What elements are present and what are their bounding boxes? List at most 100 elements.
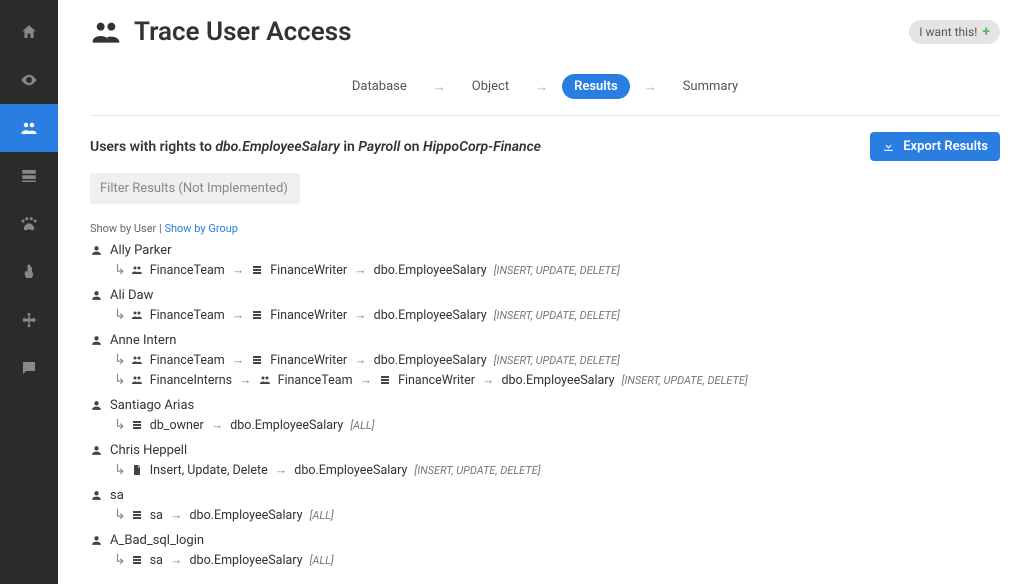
user-name: Anne Intern xyxy=(110,333,176,348)
path-curve-icon: ↳ xyxy=(114,307,126,323)
path-step: db_owner xyxy=(150,418,204,433)
access-path: ↳FinanceInterns→FinanceTeam→FinanceWrite… xyxy=(90,372,1000,388)
access-path: ↳ FinanceTeam → FinanceWriter → dbo.EmployeeS… xyxy=(90,262,1000,278)
path-step: FinanceTeam xyxy=(150,308,225,323)
arrow-icon: → xyxy=(535,79,548,95)
permission-list: [ALL] xyxy=(310,554,334,567)
path-curve-icon: ↳ xyxy=(114,372,126,388)
user-block: Santiago Arias↳db_owner→dbo.EmployeeSala… xyxy=(90,398,1000,433)
user-name: Santiago Arias xyxy=(110,398,194,413)
path-curve-icon: ↳ xyxy=(114,352,126,368)
export-results-button[interactable]: Export Results xyxy=(870,132,1000,161)
path-step: sa xyxy=(150,508,163,523)
access-path: ↳sa→dbo.EmployeeSalary [ALL] xyxy=(90,507,1000,523)
user-row: Santiago Arias xyxy=(90,398,1000,413)
access-path: ↳FinanceTeam→FinanceWriter→dbo.EmployeeS… xyxy=(90,307,1000,323)
path-step: dbo.EmployeeSalary xyxy=(501,373,614,388)
path-step: FinanceTeam xyxy=(150,263,225,278)
user-name: Ally Parker xyxy=(110,243,172,258)
nav-home[interactable] xyxy=(0,8,58,56)
subheader-prefix: Users with rights to xyxy=(90,139,215,155)
path-curve-icon: ↳ xyxy=(114,552,126,568)
user-name: Ali Daw xyxy=(110,288,153,303)
permission-list: [INSERT, UPDATE, DELETE] xyxy=(414,464,540,477)
path-step: FinanceInterns xyxy=(150,373,232,388)
path-step: FinanceWriter xyxy=(270,263,347,278)
nav-paw[interactable] xyxy=(0,200,58,248)
access-path: ↳FinanceTeam→FinanceWriter→dbo.EmployeeS… xyxy=(90,352,1000,368)
plus-icon: + xyxy=(982,24,990,40)
wizard-steps: Database→Object→Results→Summary xyxy=(90,62,1000,116)
permission-list: [INSERT, UPDATE, DELETE] xyxy=(494,354,620,367)
page-title-wrap: Trace User Access xyxy=(90,16,351,48)
comment-icon xyxy=(20,359,38,377)
subheader-mid2: on xyxy=(400,139,423,155)
arrow-icon: → xyxy=(170,553,183,568)
nav-users[interactable] xyxy=(0,104,58,152)
arrow-icon: → xyxy=(170,508,183,523)
sidebar xyxy=(0,0,58,584)
path-step: dbo.EmployeeSalary xyxy=(374,353,487,368)
access-path: ↳sa→dbo.EmployeeSalary [ALL] xyxy=(90,552,1000,568)
user-name: sa xyxy=(110,488,124,503)
arrow-icon: → xyxy=(360,373,373,388)
path-step: FinanceWriter xyxy=(270,353,347,368)
move-icon xyxy=(20,311,38,329)
arrow-icon: → xyxy=(211,418,224,433)
download-icon xyxy=(882,140,895,153)
path-curve-icon: ↳ xyxy=(114,462,126,478)
permission-list: [INSERT, UPDATE, DELETE] xyxy=(494,309,620,322)
showby-toggle: Show by User | Show by Group xyxy=(90,222,1000,235)
arrow-icon: → xyxy=(482,373,495,388)
path-curve-icon: ↳ xyxy=(114,507,126,523)
arrow-icon: → xyxy=(354,353,367,368)
subheader-server: HippoCorp-Finance xyxy=(423,139,541,155)
export-label: Export Results xyxy=(903,139,988,154)
user-name: Chris Heppell xyxy=(110,443,187,458)
eye-icon xyxy=(20,71,38,89)
subheader-db: Payroll xyxy=(358,139,400,155)
arrow-icon: → xyxy=(232,263,245,278)
arrow-icon: → xyxy=(239,373,252,388)
showby-user[interactable]: Show by User xyxy=(90,222,156,235)
nav-comment[interactable] xyxy=(0,344,58,392)
path-step: Insert, Update, Delete xyxy=(150,463,268,478)
nav-eye[interactable] xyxy=(0,56,58,104)
nav-pointer[interactable] xyxy=(0,248,58,296)
path-curve-icon: ↳ xyxy=(114,262,126,278)
path-step: dbo.EmployeeSalary xyxy=(374,263,487,278)
wizard-step-summary[interactable]: Summary xyxy=(671,74,750,99)
results-subheader: Users with rights to dbo.EmployeeSalary … xyxy=(90,139,541,155)
path-step: dbo.EmployeeSalary xyxy=(190,553,303,568)
user-row: Anne Intern xyxy=(90,333,1000,348)
path-step: dbo.EmployeeSalary xyxy=(294,463,407,478)
arrow-icon: → xyxy=(354,308,367,323)
arrow-icon: → xyxy=(644,79,657,95)
page-title: Trace User Access xyxy=(134,17,351,47)
path-step: FinanceTeam xyxy=(278,373,353,388)
permission-list: [ALL] xyxy=(350,419,374,432)
permission-list: [INSERT, UPDATE, DELETE] xyxy=(494,264,620,277)
path-curve-icon: ↳ xyxy=(114,417,126,433)
user-block: sa↳sa→dbo.EmployeeSalary [ALL] xyxy=(90,488,1000,523)
permission-list: [INSERT, UPDATE, DELETE] xyxy=(622,374,748,387)
want-this-button[interactable]: I want this! + xyxy=(909,20,1000,44)
pointer-icon xyxy=(20,263,38,281)
paw-icon xyxy=(20,215,38,233)
path-step: dbo.EmployeeSalary xyxy=(190,508,303,523)
wizard-step-results[interactable]: Results xyxy=(562,74,630,99)
nav-server[interactable] xyxy=(0,152,58,200)
path-step: FinanceWriter xyxy=(270,308,347,323)
subheader-object: dbo.EmployeeSalary xyxy=(215,139,339,155)
nav-move[interactable] xyxy=(0,296,58,344)
arrow-icon: → xyxy=(232,353,245,368)
arrow-icon: → xyxy=(354,263,367,278)
server-icon xyxy=(20,167,38,185)
showby-group-link[interactable]: Show by Group xyxy=(164,222,238,235)
filter-input[interactable]: Filter Results (Not Implemented) xyxy=(90,173,300,204)
wizard-step-object[interactable]: Object xyxy=(460,74,521,99)
wizard-step-database[interactable]: Database xyxy=(340,74,419,99)
arrow-icon: → xyxy=(275,463,288,478)
filter-placeholder: Filter Results (Not Implemented) xyxy=(100,181,288,196)
user-name: A_Bad_sql_login xyxy=(110,533,204,548)
